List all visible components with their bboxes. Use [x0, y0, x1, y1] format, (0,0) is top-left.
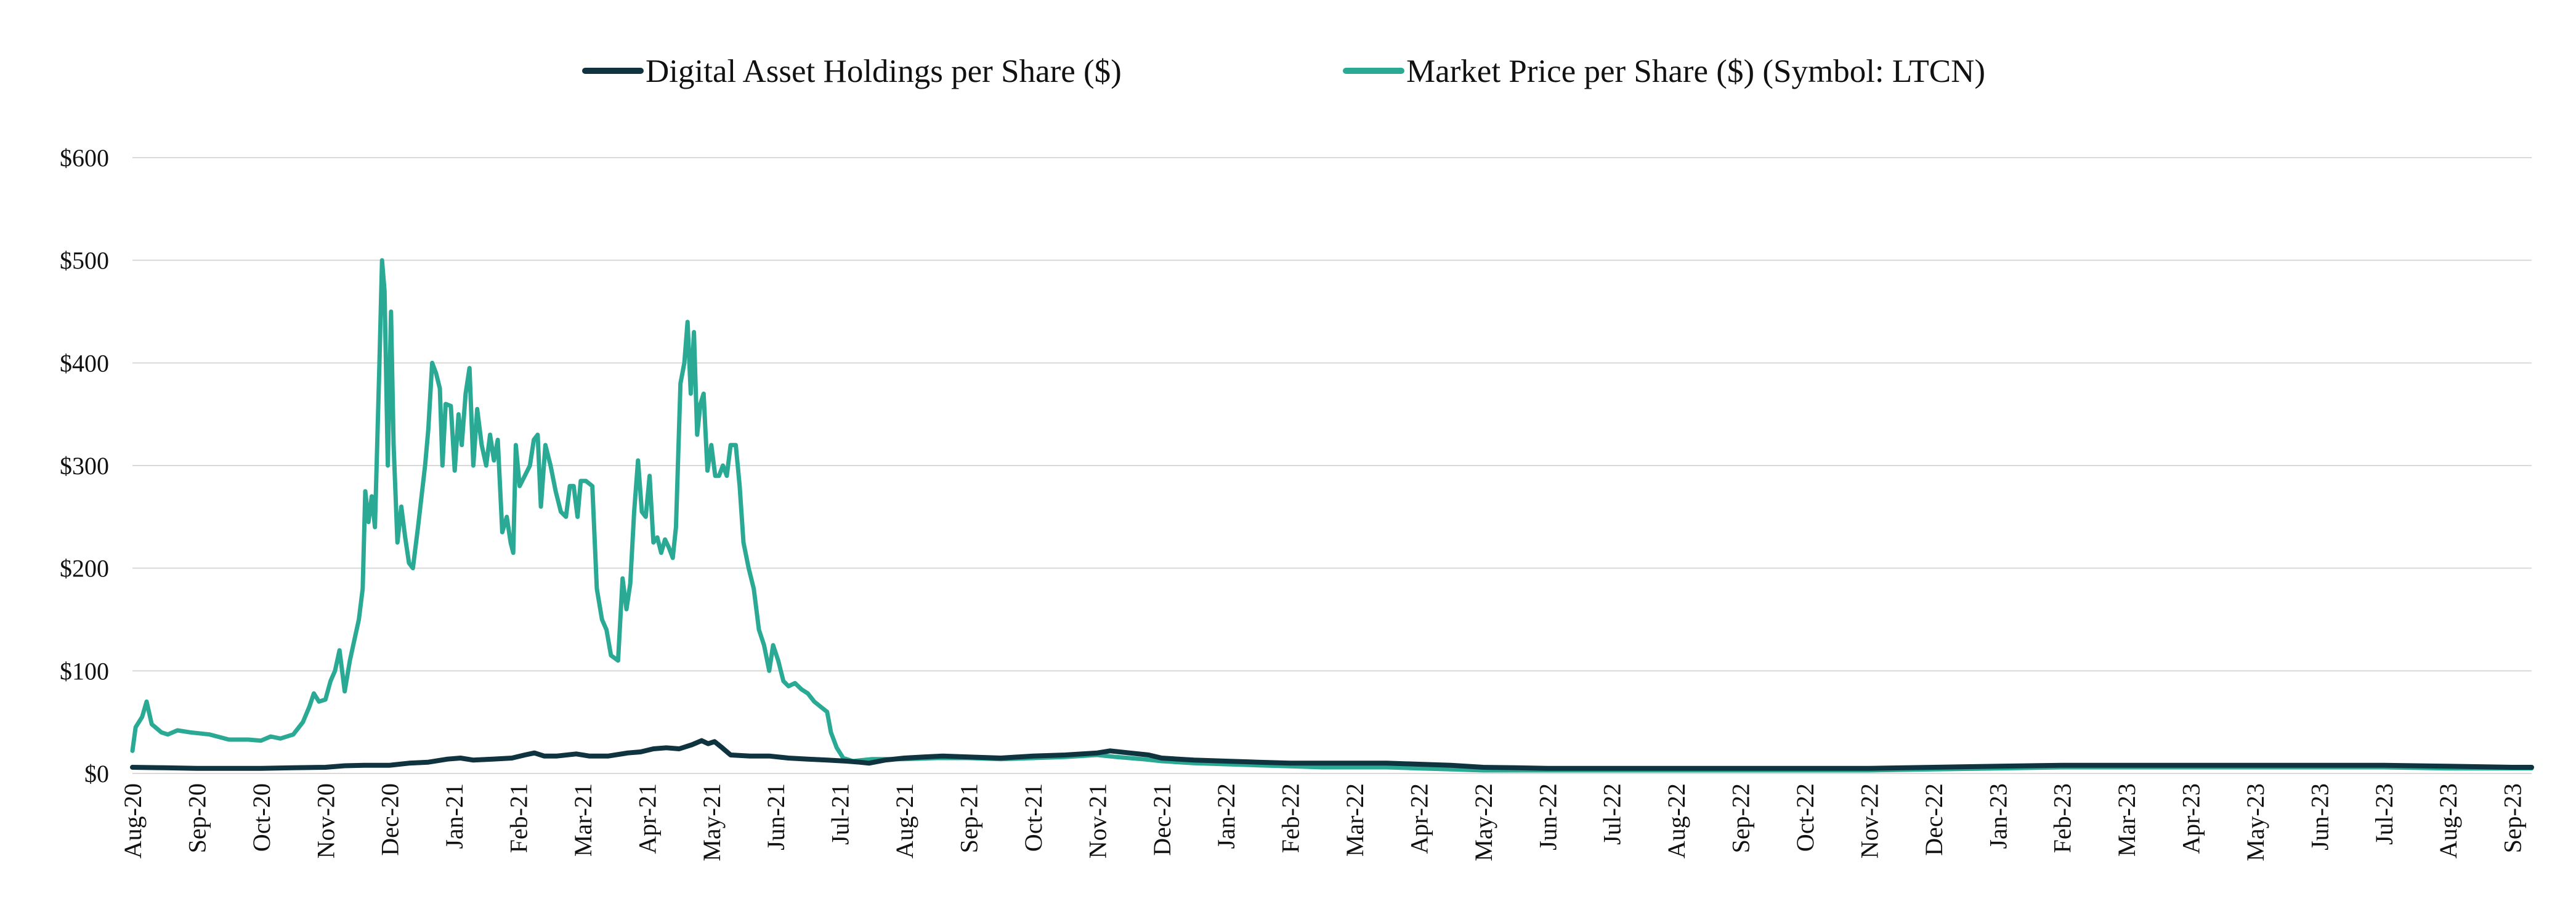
x-tick-label: Aug-21	[891, 783, 918, 858]
y-tick-label: $600	[60, 144, 109, 172]
x-tick-label: Jan-23	[1984, 783, 2012, 849]
y-tick-label: $200	[60, 555, 109, 583]
x-tick-label: Dec-22	[1920, 783, 1948, 856]
x-axis-ticks: Aug-20 Sep-20 Oct-20 Nov-20 Dec-20 Jan-21 Feb-…	[119, 783, 2527, 862]
x-tick-label: Nov-22	[1855, 783, 1883, 858]
x-tick-label: Aug-20	[119, 783, 147, 858]
y-axis-ticks: $0 $100 $200 $300 $400 $500 $600	[60, 144, 109, 788]
x-tick-label: Sep-21	[955, 783, 983, 853]
x-tick-label: Sep-23	[2499, 783, 2527, 853]
gridlines	[132, 157, 2532, 774]
series-lines	[130, 258, 2534, 773]
x-tick-label: Jun-21	[762, 783, 790, 850]
y-tick-label: $100	[60, 657, 109, 685]
x-tick-label: Apr-22	[1405, 783, 1433, 854]
y-tick-label: $0	[84, 760, 109, 788]
x-tick-label: Jun-22	[1534, 783, 1561, 850]
x-tick-label: Feb-21	[505, 783, 533, 853]
x-tick-label: Dec-20	[376, 783, 404, 856]
x-tick-label: Sep-20	[183, 783, 211, 853]
x-tick-label: Nov-20	[312, 783, 339, 858]
x-tick-label: May-22	[1470, 783, 1497, 862]
x-tick-label: Aug-23	[2434, 783, 2462, 858]
x-tick-label: Apr-21	[633, 783, 661, 854]
y-tick-label: $300	[60, 452, 109, 480]
x-tick-label: Jan-21	[440, 783, 468, 849]
x-tick-label: Jul-23	[2370, 783, 2398, 845]
y-tick-label: $500	[60, 247, 109, 275]
x-tick-label: Mar-21	[569, 783, 597, 857]
x-tick-label: Jul-22	[1598, 783, 1626, 845]
series-line-market-price	[130, 258, 2534, 773]
x-tick-label: Sep-22	[1727, 783, 1755, 853]
x-tick-label: Nov-21	[1083, 783, 1111, 858]
legend: Digital Asset Holdings per Share ($) Mar…	[582, 54, 1985, 89]
x-tick-label: Jul-21	[827, 783, 854, 845]
x-tick-label: Jun-23	[2306, 783, 2333, 850]
x-tick-label: Oct-22	[1791, 783, 1819, 852]
x-tick-label: Mar-22	[1341, 783, 1369, 857]
x-tick-label: Feb-23	[2049, 783, 2076, 853]
x-tick-label: Oct-20	[248, 783, 275, 852]
x-tick-label: Jan-22	[1212, 783, 1240, 849]
x-tick-label: Feb-22	[1277, 783, 1305, 853]
x-tick-label: May-23	[2242, 783, 2269, 862]
x-tick-label: Dec-21	[1148, 783, 1176, 856]
x-tick-label: Oct-21	[1019, 783, 1047, 852]
x-tick-label: Mar-23	[2113, 783, 2141, 857]
series-line-holdings	[130, 738, 2534, 771]
x-tick-label: Apr-23	[2177, 783, 2205, 854]
x-tick-label: May-21	[698, 783, 726, 862]
x-tick-label: Aug-22	[1663, 783, 1690, 858]
legend-label-market-price: Market Price per Share ($) (Symbol: LTCN…	[1406, 54, 1985, 89]
legend-label-holdings: Digital Asset Holdings per Share ($)	[646, 54, 1122, 89]
y-tick-label: $400	[60, 349, 109, 377]
